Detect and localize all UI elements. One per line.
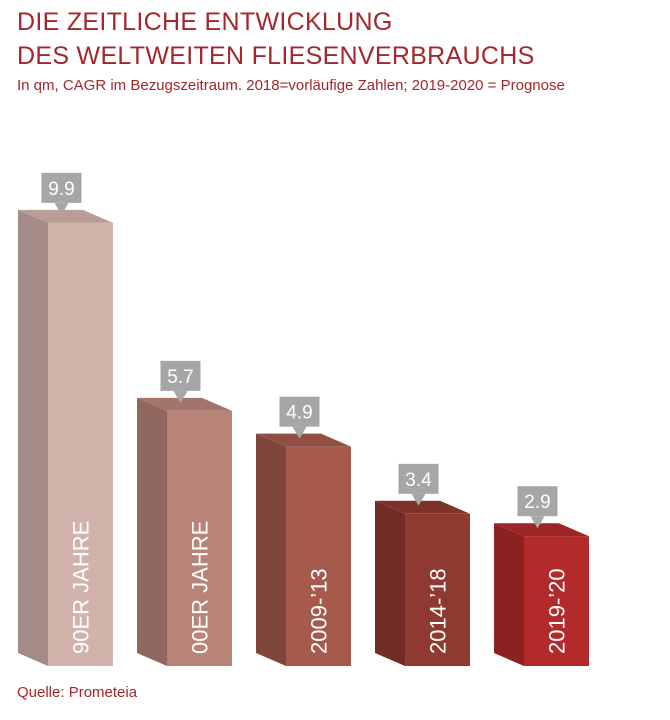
category-label: 2019-’20 <box>545 568 570 654</box>
category-label: 90ER JAHRE <box>69 521 94 654</box>
value-box <box>160 360 201 391</box>
category-label: 00ER JAHRE <box>188 521 213 654</box>
value-box <box>517 486 558 517</box>
value-box-pointer <box>530 516 545 529</box>
bar <box>286 446 351 666</box>
value-box-pointer <box>292 426 307 439</box>
source-note: Quelle: Prometeia <box>17 684 138 701</box>
value-box-pointer <box>54 202 69 215</box>
category-label: 2014-’18 <box>426 568 451 654</box>
value-label: 4.9 <box>286 403 312 424</box>
bar-top <box>18 209 113 223</box>
title-line-1: DIE ZEITLICHE ENTWICKLUNG <box>17 8 393 36</box>
value-label: 9.9 <box>48 179 74 200</box>
chart-title: DIE ZEITLICHE ENTWICKLUNG DES WELTWEITEN… <box>17 5 535 73</box>
bar <box>48 222 113 666</box>
bar-top <box>256 433 351 447</box>
value-box-pointer <box>411 493 426 506</box>
bar-side <box>375 500 405 666</box>
value-box <box>41 172 82 203</box>
value-box <box>279 396 320 427</box>
value-box <box>398 463 439 494</box>
value-label: 5.7 <box>167 367 193 388</box>
title-line-2: DES WELTWEITEN FLIESENVERBRAUCHS <box>17 42 535 70</box>
bar <box>405 513 470 666</box>
category-label: 2009-’13 <box>307 568 332 654</box>
value-box-pointer <box>173 390 188 403</box>
bar-side <box>137 397 167 666</box>
chart-subtitle: In qm, CAGR im Bezugszeitraum. 2018=vorl… <box>17 77 565 94</box>
bar-top <box>137 397 232 411</box>
bar <box>167 410 232 666</box>
bar-top <box>375 500 470 514</box>
value-label: 2.9 <box>524 492 550 513</box>
bar-side <box>18 209 48 666</box>
bar <box>524 536 589 666</box>
bar-side <box>256 433 286 666</box>
bar-top <box>494 523 589 537</box>
value-label: 3.4 <box>405 470 432 491</box>
bar-side <box>494 523 524 666</box>
